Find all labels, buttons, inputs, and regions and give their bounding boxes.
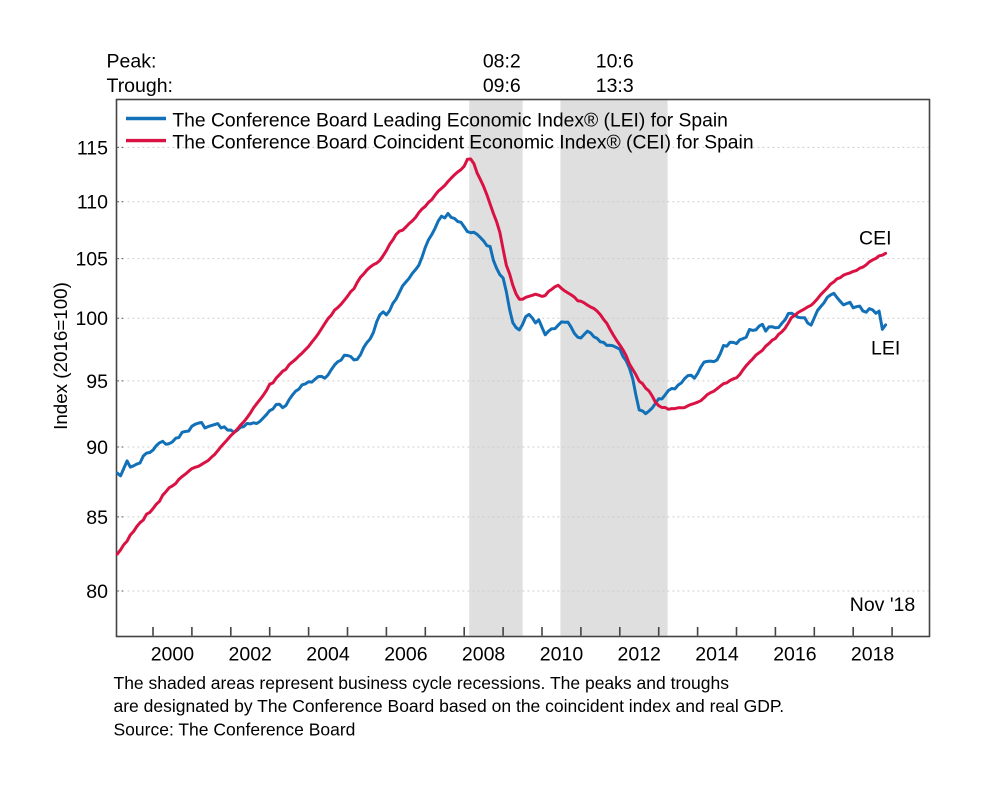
svg-text:2012: 2012 [618, 644, 661, 666]
svg-text:2000: 2000 [151, 644, 195, 666]
svg-text:Trough:: Trough: [107, 75, 173, 97]
svg-text:90: 90 [86, 437, 108, 459]
svg-text:2016: 2016 [773, 644, 816, 666]
svg-text:95: 95 [86, 371, 108, 393]
svg-text:The Conference Board Coinciden: The Conference Board Coincident Economic… [172, 133, 753, 154]
svg-text:Index (2016=100): Index (2016=100) [50, 282, 71, 430]
svg-text:13:3: 13:3 [596, 75, 634, 97]
svg-text:2008: 2008 [462, 644, 505, 666]
svg-text:110: 110 [77, 192, 108, 214]
svg-text:105: 105 [75, 249, 108, 271]
svg-text:85: 85 [86, 507, 108, 529]
svg-text:2004: 2004 [306, 644, 350, 666]
svg-text:are designated by The Conferen: are designated by The Conference Board b… [114, 696, 785, 716]
svg-text:2010: 2010 [540, 644, 584, 666]
svg-text:2018: 2018 [851, 644, 894, 666]
svg-text:The Conference Board Leading E: The Conference Board Leading Economic In… [172, 111, 727, 132]
svg-text:80: 80 [86, 581, 108, 603]
svg-text:100: 100 [75, 308, 108, 330]
svg-text:10:6: 10:6 [596, 51, 634, 73]
svg-text:Source: The Conference Board: Source: The Conference Board [114, 720, 356, 740]
svg-text:Nov '18: Nov '18 [850, 594, 916, 616]
svg-text:2002: 2002 [229, 644, 272, 666]
svg-text:2006: 2006 [384, 644, 427, 666]
svg-text:Peak:: Peak: [107, 51, 157, 73]
svg-text:The shaded areas represent bus: The shaded areas represent business cycl… [114, 673, 730, 693]
svg-text:08:2: 08:2 [483, 51, 521, 73]
svg-text:09:6: 09:6 [483, 75, 521, 97]
svg-text:LEI: LEI [871, 338, 900, 360]
svg-text:115: 115 [77, 137, 108, 159]
svg-text:CEI: CEI [859, 228, 892, 250]
svg-text:2014: 2014 [695, 644, 739, 666]
